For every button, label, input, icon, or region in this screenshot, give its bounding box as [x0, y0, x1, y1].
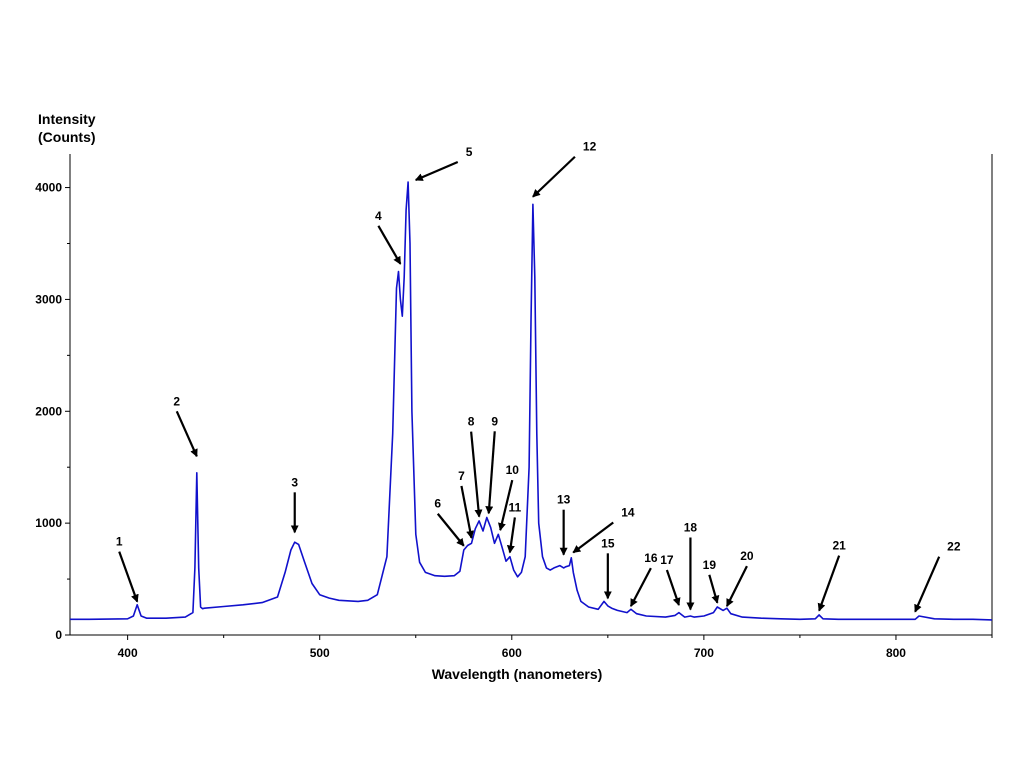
y-tick-label: 1000 [35, 516, 62, 530]
peak-label: 4 [375, 209, 382, 223]
peak-label: 3 [291, 475, 298, 489]
peak-arrow [460, 485, 475, 539]
peak-label: 12 [583, 140, 597, 154]
peak-label: 5 [466, 145, 473, 159]
x-tick-label: 600 [502, 646, 522, 660]
peak-label: 18 [684, 521, 698, 535]
peak-label: 11 [509, 500, 522, 514]
peak-annotation: 16 [629, 551, 658, 608]
peak-arrow [708, 574, 720, 604]
peak-annotation: 22 [914, 540, 961, 613]
peak-label: 19 [703, 558, 717, 572]
peak-annotation: 18 [684, 521, 698, 611]
peak-annotation: 4 [375, 209, 402, 265]
peak-arrow [572, 521, 614, 554]
peak-label: 15 [601, 536, 615, 550]
y-tick-label: 3000 [35, 292, 62, 306]
x-tick-label: 500 [310, 646, 330, 660]
peak-annotation: 6 [434, 497, 465, 547]
peak-label: 16 [644, 551, 658, 565]
peak-label: 7 [458, 469, 465, 483]
peak-annotation: 21 [817, 539, 846, 612]
peak-arrow [436, 513, 465, 547]
peak-label: 22 [947, 540, 961, 554]
peak-arrow [665, 569, 681, 606]
y-ticks: 0 1000 2000 3000 4000 [35, 181, 70, 642]
y-axis-title-line1: Intensity [38, 111, 96, 127]
peak-annotation: 1 [116, 535, 139, 603]
peak-annotation: 19 [703, 558, 720, 604]
peak-arrow [532, 155, 576, 198]
peak-arrow [817, 555, 841, 612]
peak-annotation: 3 [290, 475, 299, 534]
peak-label: 2 [173, 394, 180, 408]
x-ticks: 400 500 600 700 800 [118, 635, 993, 660]
peak-label: 9 [491, 414, 498, 428]
peak-annotation: 5 [414, 145, 473, 181]
peak-label: 13 [557, 493, 571, 507]
peak-annotation: 7 [458, 469, 475, 539]
peak-arrow [498, 479, 514, 532]
y-tick-label: 4000 [35, 181, 62, 195]
peak-annotation: 15 [601, 536, 615, 600]
peak-annotation: 8 [468, 415, 483, 518]
axes [69, 154, 993, 636]
peak-label: 8 [468, 415, 475, 429]
peak-annotation: 9 [485, 414, 498, 515]
peak-annotation: 13 [557, 493, 571, 556]
series-line [70, 181, 993, 621]
peak-arrow [414, 160, 459, 181]
peak-label: 10 [506, 463, 520, 477]
peak-arrow [118, 551, 139, 603]
peak-label: 6 [434, 497, 441, 511]
x-tick-label: 400 [118, 646, 138, 660]
peak-annotation: 20 [725, 549, 754, 608]
x-tick-label: 700 [694, 646, 714, 660]
peak-arrow [914, 556, 941, 613]
peak-label: 1 [116, 535, 123, 549]
x-axis-title: Wavelength (nanometers) [432, 666, 603, 682]
peak-arrow [725, 565, 748, 608]
peak-arrow [377, 225, 402, 265]
y-axis-title-line2: (Counts) [38, 129, 96, 145]
peak-label: 21 [832, 539, 846, 553]
y-tick-label: 0 [55, 628, 62, 642]
peak-annotation: 14 [572, 505, 635, 554]
peak-annotation: 17 [660, 553, 681, 606]
peak-label: 20 [740, 549, 754, 563]
peak-arrow [485, 431, 496, 515]
y-tick-label: 2000 [35, 404, 62, 418]
peak-arrow [470, 431, 483, 518]
peak-arrow [506, 517, 516, 554]
peak-arrow [175, 410, 198, 458]
peak-annotation: 10 [498, 463, 520, 532]
x-tick-label: 800 [886, 646, 906, 660]
peak-annotation: 12 [532, 140, 597, 198]
peak-annotation: 2 [173, 394, 198, 458]
peak-label: 14 [621, 505, 635, 519]
peak-annotation: 11 [506, 500, 522, 554]
peak-label: 17 [660, 553, 674, 567]
peak-arrow [629, 567, 652, 608]
